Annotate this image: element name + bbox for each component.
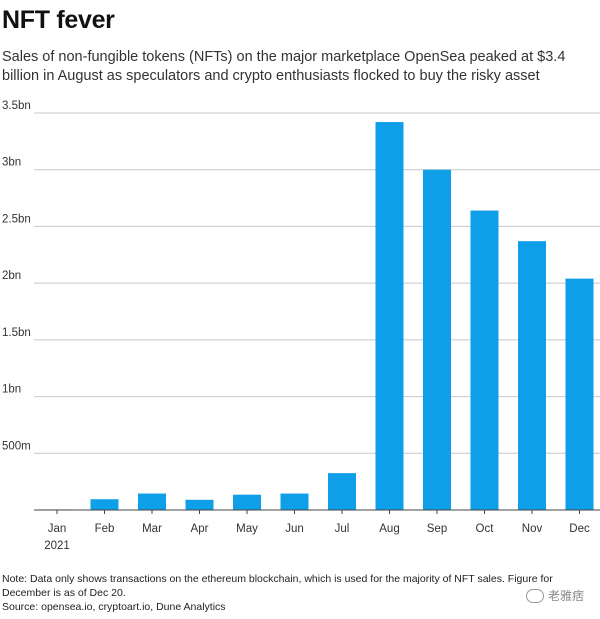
wechat-icon [525,588,544,603]
y-tick-label: 2bn [2,270,21,282]
chart-subtitle: Sales of non-fungible tokens (NFTs) on t… [2,49,566,84]
x-tick-sublabel: 2021 [44,540,70,552]
x-tick-label: Nov [522,523,543,535]
chart-title: NFT fever [2,6,115,34]
x-tick-label: Oct [476,523,495,535]
bar-chart: 500m 1bn 1.5bn 2bn 2.5bn 3bn 3.5bn Jan 2021 Feb Ma… [2,100,600,552]
x-tick-label: Jan [48,523,67,535]
x-tick-label: Sep [427,523,447,535]
bar-sep [423,169,451,510]
bar-jul [328,473,356,510]
y-tick-label: 3.5bn [2,100,31,112]
x-tick-label: Feb [95,523,115,535]
y-tick-label: 3bn [2,157,21,169]
bar-aug [375,122,404,511]
chart-note: Note: Data only shows transactions on th… [2,573,553,599]
watermark-text: 老雅痞 [547,589,584,603]
watermark: 老雅痞 [525,587,584,604]
x-tick-label: Jun [285,523,304,535]
x-tick-label: May [236,523,258,535]
chart-source: Source: opensea.io, cryptoart.io, Dune A… [2,601,226,613]
bar-feb [90,499,119,510]
x-tick-label: Mar [142,523,162,535]
x-tick-label: Apr [191,523,209,535]
bar-apr [185,499,214,510]
y-tick-label: 1.5bn [2,327,31,339]
x-tick-label: Dec [569,523,590,535]
x-tick-label: Jul [335,523,350,535]
bar-may [233,494,261,510]
bar-jun [280,493,309,510]
y-tick-label: 2.5bn [2,213,31,225]
y-tick-label: 1bn [2,384,21,396]
bar-mar [138,493,166,510]
x-tick-label: Aug [379,523,399,535]
y-tick-label: 500m [2,440,31,452]
bar-nov [518,241,546,510]
bar-oct [470,210,499,510]
bar-dec [565,278,594,510]
